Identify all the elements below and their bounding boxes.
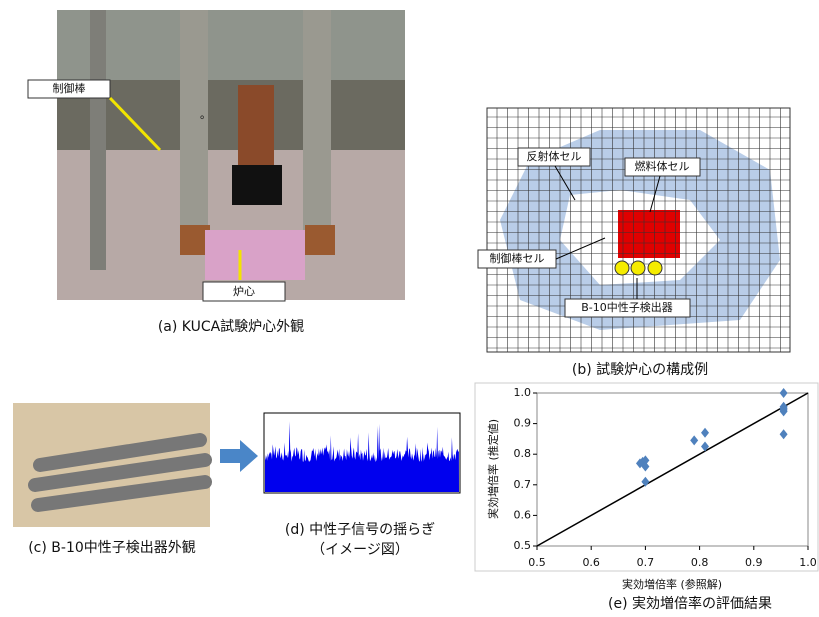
y-tick-label: 0.6	[514, 508, 532, 521]
x-tick-label: 0.6	[582, 556, 600, 569]
label: 反射体セル	[527, 149, 582, 163]
caption: (a) KUCA試験炉心外観	[158, 318, 304, 335]
caption: （イメージ図）	[311, 542, 409, 558]
figure: 制御棒 炉心 。 (a) KUCA試験炉心外観 反射体セル 燃料体セル 制御棒セ…	[0, 0, 819, 617]
label: 制御棒セル	[490, 251, 545, 265]
x-tick-label: 0.9	[745, 556, 763, 569]
x-axis-label: 実効増倍率 (参照解)	[622, 577, 722, 591]
scatter-chart: 0.5 0.6 0.7 0.8 0.9 1.0 0.5 0.6 0.7 0.8 0.9 1.0	[514, 386, 817, 569]
arrow	[220, 440, 258, 472]
y-axis-label: 実効増倍率 (推定値)	[486, 419, 500, 519]
y-tick-label: 0.7	[514, 478, 532, 491]
label: 制御棒	[53, 81, 86, 95]
y-tick-label: 1.0	[514, 386, 532, 399]
x-tick-label: 0.5	[528, 556, 546, 569]
page: 制御棒 炉心 。 (a) KUCA試験炉心外観 反射体セル 燃料体セル 制御棒セ…	[0, 0, 819, 617]
photo-a	[57, 10, 405, 300]
detectors	[615, 261, 662, 275]
x-tick-label: 0.7	[637, 556, 655, 569]
caption: (c) B-10中性子検出器外観	[28, 539, 196, 556]
y-tick-label: 0.9	[514, 417, 532, 430]
y-tick-label: 0.8	[514, 447, 532, 460]
caption: (b) 試験炉心の構成例	[572, 362, 708, 378]
label: 炉心	[233, 285, 255, 298]
label: B-10中性子検出器	[581, 300, 673, 314]
y-tick-label: 0.5	[514, 539, 532, 552]
photo-c	[13, 403, 210, 527]
caption: (d) 中性子信号の揺らぎ	[285, 522, 435, 538]
x-tick-label: 0.8	[691, 556, 709, 569]
label: 燃料体セル	[635, 159, 690, 173]
caption: (e) 実効増倍率の評価結果	[608, 595, 772, 612]
mark: 。	[200, 108, 211, 121]
x-tick-label: 1.0	[799, 556, 817, 569]
